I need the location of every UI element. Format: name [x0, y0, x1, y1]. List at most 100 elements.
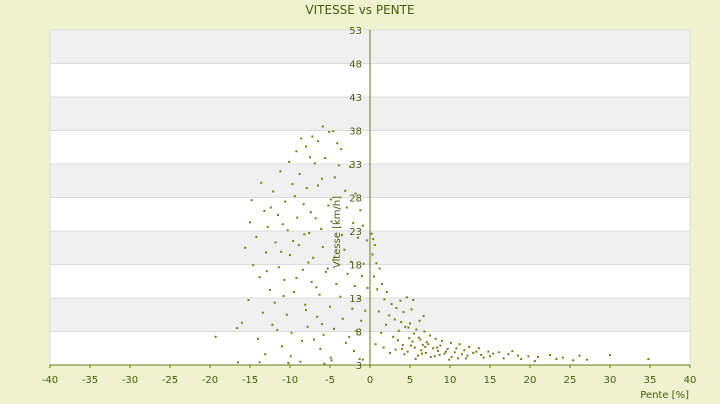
x-tick-label: 20	[524, 375, 537, 386]
data-point	[427, 343, 430, 346]
x-tick-label: -15	[242, 375, 258, 386]
data-point	[403, 353, 406, 356]
data-point	[261, 311, 264, 314]
data-point	[357, 236, 359, 239]
data-point	[394, 348, 397, 351]
data-point	[244, 246, 247, 249]
data-point	[365, 239, 368, 242]
data-point	[345, 341, 347, 344]
data-point	[237, 361, 239, 364]
data-point	[482, 356, 485, 359]
data-point	[489, 355, 491, 358]
data-point	[376, 288, 379, 291]
data-point	[289, 355, 292, 358]
data-point	[411, 340, 414, 343]
data-point	[290, 331, 293, 334]
data-point	[432, 347, 435, 350]
data-point	[364, 309, 367, 312]
data-point	[375, 262, 378, 265]
data-points	[214, 125, 650, 365]
data-point	[413, 332, 415, 335]
x-tick-label: 30	[604, 375, 617, 386]
data-point	[429, 334, 431, 337]
data-point	[507, 353, 510, 356]
data-point	[315, 286, 318, 289]
data-point	[305, 187, 308, 190]
data-point	[346, 272, 349, 275]
data-point	[437, 349, 439, 352]
data-point	[361, 274, 363, 277]
data-point	[502, 357, 505, 360]
data-point	[311, 135, 314, 138]
x-tick-label: 0	[367, 375, 373, 386]
data-point	[330, 220, 333, 223]
data-point	[421, 352, 423, 355]
data-point	[314, 217, 317, 220]
data-point	[393, 318, 396, 321]
data-point	[463, 349, 466, 352]
data-point	[361, 358, 364, 361]
data-point	[585, 358, 588, 361]
data-point	[370, 232, 373, 235]
data-point	[492, 352, 495, 355]
data-point	[332, 130, 335, 133]
data-point	[317, 140, 319, 143]
data-point	[537, 355, 539, 358]
data-point	[293, 290, 295, 293]
data-point	[329, 356, 332, 359]
data-point	[257, 337, 259, 340]
x-tick-label: 10	[444, 375, 457, 386]
data-point	[360, 319, 363, 322]
data-point	[277, 266, 280, 269]
data-point	[374, 343, 377, 346]
data-point	[358, 357, 361, 360]
data-point	[277, 213, 279, 216]
data-point	[349, 260, 352, 263]
data-point	[293, 195, 296, 198]
data-point	[214, 335, 217, 338]
data-point	[303, 233, 306, 236]
x-tick-label: -30	[122, 375, 138, 386]
data-point	[309, 156, 311, 159]
data-point	[355, 329, 358, 332]
data-point	[383, 298, 386, 301]
data-point	[401, 347, 403, 350]
data-point	[378, 267, 381, 270]
x-tick-label: -5	[325, 375, 335, 386]
data-point	[295, 150, 298, 153]
data-point	[609, 353, 611, 356]
data-point	[458, 343, 461, 346]
data-point	[354, 192, 357, 195]
data-point	[260, 181, 263, 184]
x-tick-label: -20	[202, 375, 218, 386]
data-point	[307, 261, 310, 264]
data-point	[287, 361, 290, 364]
data-point	[249, 221, 251, 224]
data-point	[419, 338, 422, 341]
data-point	[272, 190, 275, 193]
data-point	[429, 355, 432, 358]
data-point	[409, 344, 412, 347]
data-point	[353, 284, 356, 287]
data-point	[373, 275, 375, 278]
data-point	[405, 296, 408, 299]
data-point	[341, 317, 344, 320]
data-point	[312, 256, 315, 259]
data-point	[382, 346, 385, 349]
data-point	[321, 125, 324, 128]
data-point	[413, 346, 416, 349]
data-point	[388, 314, 391, 317]
data-point	[487, 350, 490, 353]
data-point	[305, 309, 307, 312]
data-point	[417, 354, 419, 357]
data-point	[281, 223, 284, 226]
data-point	[285, 313, 288, 316]
data-point	[264, 353, 267, 356]
data-point	[335, 282, 338, 285]
y-tick-label: 48	[349, 60, 362, 71]
data-point	[265, 270, 268, 273]
data-point	[321, 177, 323, 180]
data-point	[337, 164, 340, 167]
data-point	[401, 343, 404, 346]
